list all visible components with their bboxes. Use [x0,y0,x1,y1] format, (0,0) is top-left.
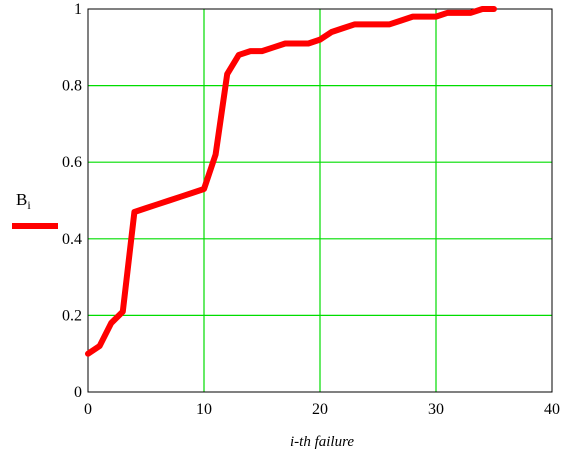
y-tick-label: 0 [74,384,82,401]
x-tick-label: 10 [196,401,212,418]
legend-series-label: Bi [16,190,31,212]
axis-ticks: 0 10 20 30 40 0 0.2 0.4 0.6 0.8 1 [62,1,560,418]
series-group [85,6,497,357]
x-tick-label: 30 [428,401,444,418]
series-line [85,6,497,357]
legend: Bi [12,190,58,229]
x-tick-label: 40 [544,401,560,418]
y-tick-label: 0.6 [62,154,82,171]
y-tick-label: 1 [74,1,82,18]
x-tick-label: 0 [84,401,92,418]
grid [88,9,552,392]
y-tick-label: 0.8 [62,78,82,95]
legend-series-subscript: i [27,198,31,212]
legend-series-name: B [16,190,27,209]
x-axis-label: i-th failure [290,434,354,450]
x-tick-label: 20 [312,401,328,418]
plot-frame [87,8,553,393]
y-tick-label: 0.4 [62,231,82,248]
y-tick-label: 0.2 [62,307,82,324]
